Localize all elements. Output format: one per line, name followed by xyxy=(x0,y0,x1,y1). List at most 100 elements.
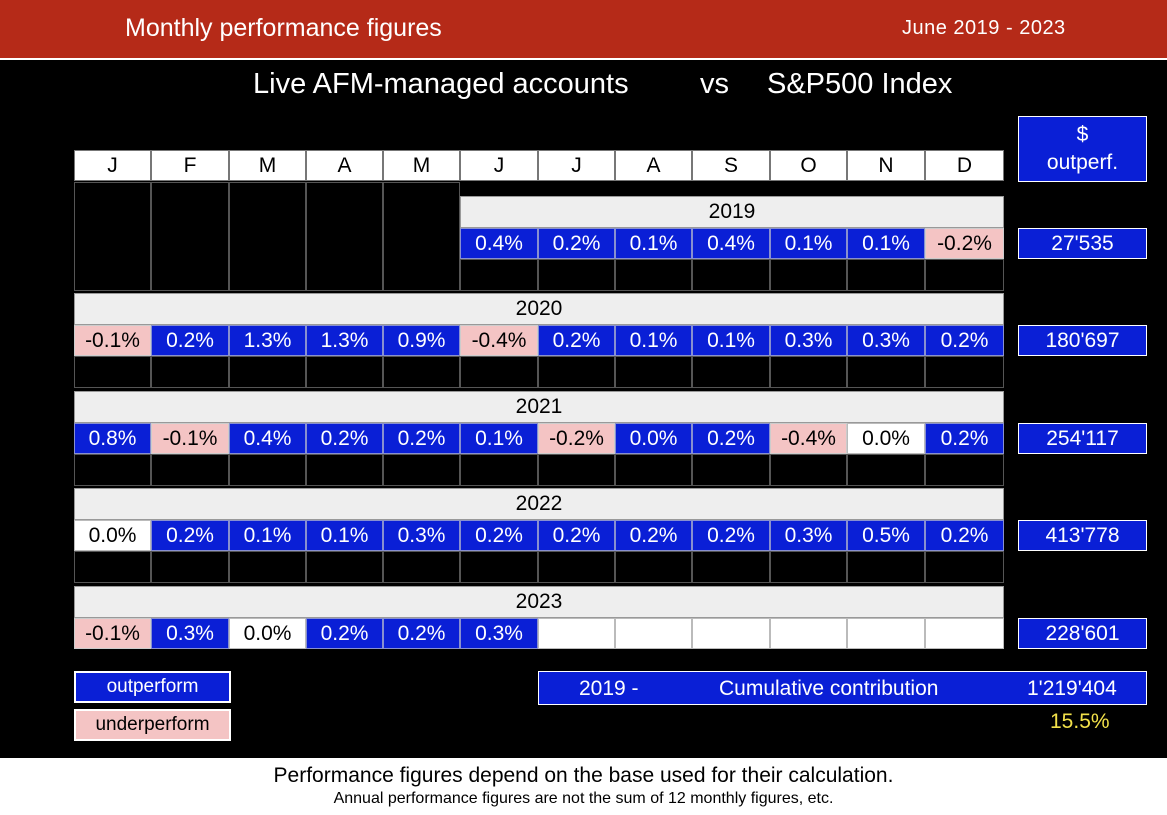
legend-outperform: outperform xyxy=(74,671,231,703)
empty-month xyxy=(151,182,229,291)
month-value: 0.0% xyxy=(229,618,306,649)
month-value: 1.3% xyxy=(229,325,306,356)
spacer-cell xyxy=(615,551,692,583)
empty-month xyxy=(74,182,151,291)
outperf-value: 254'117 xyxy=(1018,423,1147,454)
spacer-cell xyxy=(770,551,847,583)
spacer-cell xyxy=(460,259,538,291)
spacer-cell xyxy=(306,551,383,583)
month-header: A xyxy=(306,150,383,181)
spacer-cell xyxy=(770,356,847,388)
month-value: -0.4% xyxy=(460,325,538,356)
month-value: -0.4% xyxy=(770,423,847,454)
month-value: 0.2% xyxy=(383,618,460,649)
month-value: 0.2% xyxy=(925,423,1004,454)
month-value: 0.2% xyxy=(538,520,615,551)
spacer-cell xyxy=(538,259,615,291)
month-value: 0.4% xyxy=(229,423,306,454)
month-value: -0.1% xyxy=(151,423,229,454)
outperf-header: $ outperf. xyxy=(1018,116,1147,182)
spacer-cell xyxy=(692,454,770,486)
month-value: 0.2% xyxy=(460,520,538,551)
spacer-cell xyxy=(615,454,692,486)
spacer-cell xyxy=(229,356,306,388)
month-value: 0.3% xyxy=(151,618,229,649)
empty-value xyxy=(925,618,1004,649)
spacer-cell xyxy=(925,259,1004,291)
spacer-cell xyxy=(692,551,770,583)
subtitle-right: S&P500 Index xyxy=(767,68,953,100)
spacer-cell xyxy=(538,551,615,583)
month-value: 0.1% xyxy=(770,228,847,259)
month-value: 0.3% xyxy=(770,520,847,551)
empty-value xyxy=(538,618,615,649)
footer-note-1: Performance figures depend on the base u… xyxy=(273,764,894,787)
month-value: 0.0% xyxy=(74,520,151,551)
month-value: 0.0% xyxy=(847,423,925,454)
dollar-label: $ xyxy=(1076,123,1089,146)
month-value: 0.2% xyxy=(925,325,1004,356)
month-value: 0.2% xyxy=(692,423,770,454)
month-value: 0.9% xyxy=(383,325,460,356)
year-label: 2020 xyxy=(74,293,1004,325)
month-value: 0.3% xyxy=(460,618,538,649)
subtitle-left: Live AFM-managed accounts xyxy=(253,68,629,100)
empty-month xyxy=(383,182,460,291)
spacer-cell xyxy=(383,356,460,388)
month-header: A xyxy=(615,150,692,181)
spacer-cell xyxy=(151,356,229,388)
footer-note-2: Annual performance figures are not the s… xyxy=(333,790,834,807)
outperf-value: 413'778 xyxy=(1018,520,1147,551)
spacer-cell xyxy=(383,454,460,486)
page-title: Monthly performance figures xyxy=(125,14,442,42)
footer: Performance figures depend on the base u… xyxy=(0,758,1167,815)
spacer-cell xyxy=(229,551,306,583)
spacer-cell xyxy=(692,259,770,291)
month-value: 0.1% xyxy=(229,520,306,551)
spacer-cell xyxy=(925,356,1004,388)
subtitle-vs: vs xyxy=(700,68,729,100)
spacer-cell xyxy=(74,356,151,388)
month-value: 0.2% xyxy=(383,423,460,454)
year-label: 2019 xyxy=(460,196,1004,228)
empty-month xyxy=(306,182,383,291)
spacer-cell xyxy=(925,454,1004,486)
month-value: -0.2% xyxy=(925,228,1004,259)
month-value: 0.0% xyxy=(615,423,692,454)
month-value: -0.1% xyxy=(74,325,151,356)
month-value: 0.3% xyxy=(383,520,460,551)
outperf-value: 228'601 xyxy=(1018,618,1147,649)
header-bar: Monthly performance figures June 2019 - … xyxy=(0,0,1167,60)
month-value: 0.1% xyxy=(615,228,692,259)
spacer-cell xyxy=(229,454,306,486)
spacer-cell xyxy=(615,259,692,291)
spacer-cell xyxy=(306,454,383,486)
spacer-cell xyxy=(692,356,770,388)
month-value: 0.2% xyxy=(306,423,383,454)
month-value: 0.2% xyxy=(151,325,229,356)
outperf-value: 27'535 xyxy=(1018,228,1147,259)
month-value: 0.3% xyxy=(770,325,847,356)
cumulative-percent: 15.5% xyxy=(1050,710,1110,733)
spacer-cell xyxy=(460,356,538,388)
empty-month xyxy=(229,182,306,291)
month-value: 1.3% xyxy=(306,325,383,356)
month-header: F xyxy=(151,150,229,181)
spacer-cell xyxy=(847,551,925,583)
spacer-cell xyxy=(847,259,925,291)
empty-value xyxy=(615,618,692,649)
month-value: 0.1% xyxy=(615,325,692,356)
month-value: 0.2% xyxy=(692,520,770,551)
month-header: S xyxy=(692,150,770,181)
spacer-cell xyxy=(460,551,538,583)
month-value: 0.4% xyxy=(692,228,770,259)
cumulative-from: 2019 - xyxy=(579,677,639,700)
spacer-cell xyxy=(770,259,847,291)
empty-value xyxy=(692,618,770,649)
spacer-cell xyxy=(925,551,1004,583)
month-value: 0.2% xyxy=(306,618,383,649)
month-header: J xyxy=(460,150,538,181)
month-value: 0.2% xyxy=(615,520,692,551)
cumulative-value: 1'219'404 xyxy=(1027,677,1117,700)
spacer-cell xyxy=(74,454,151,486)
